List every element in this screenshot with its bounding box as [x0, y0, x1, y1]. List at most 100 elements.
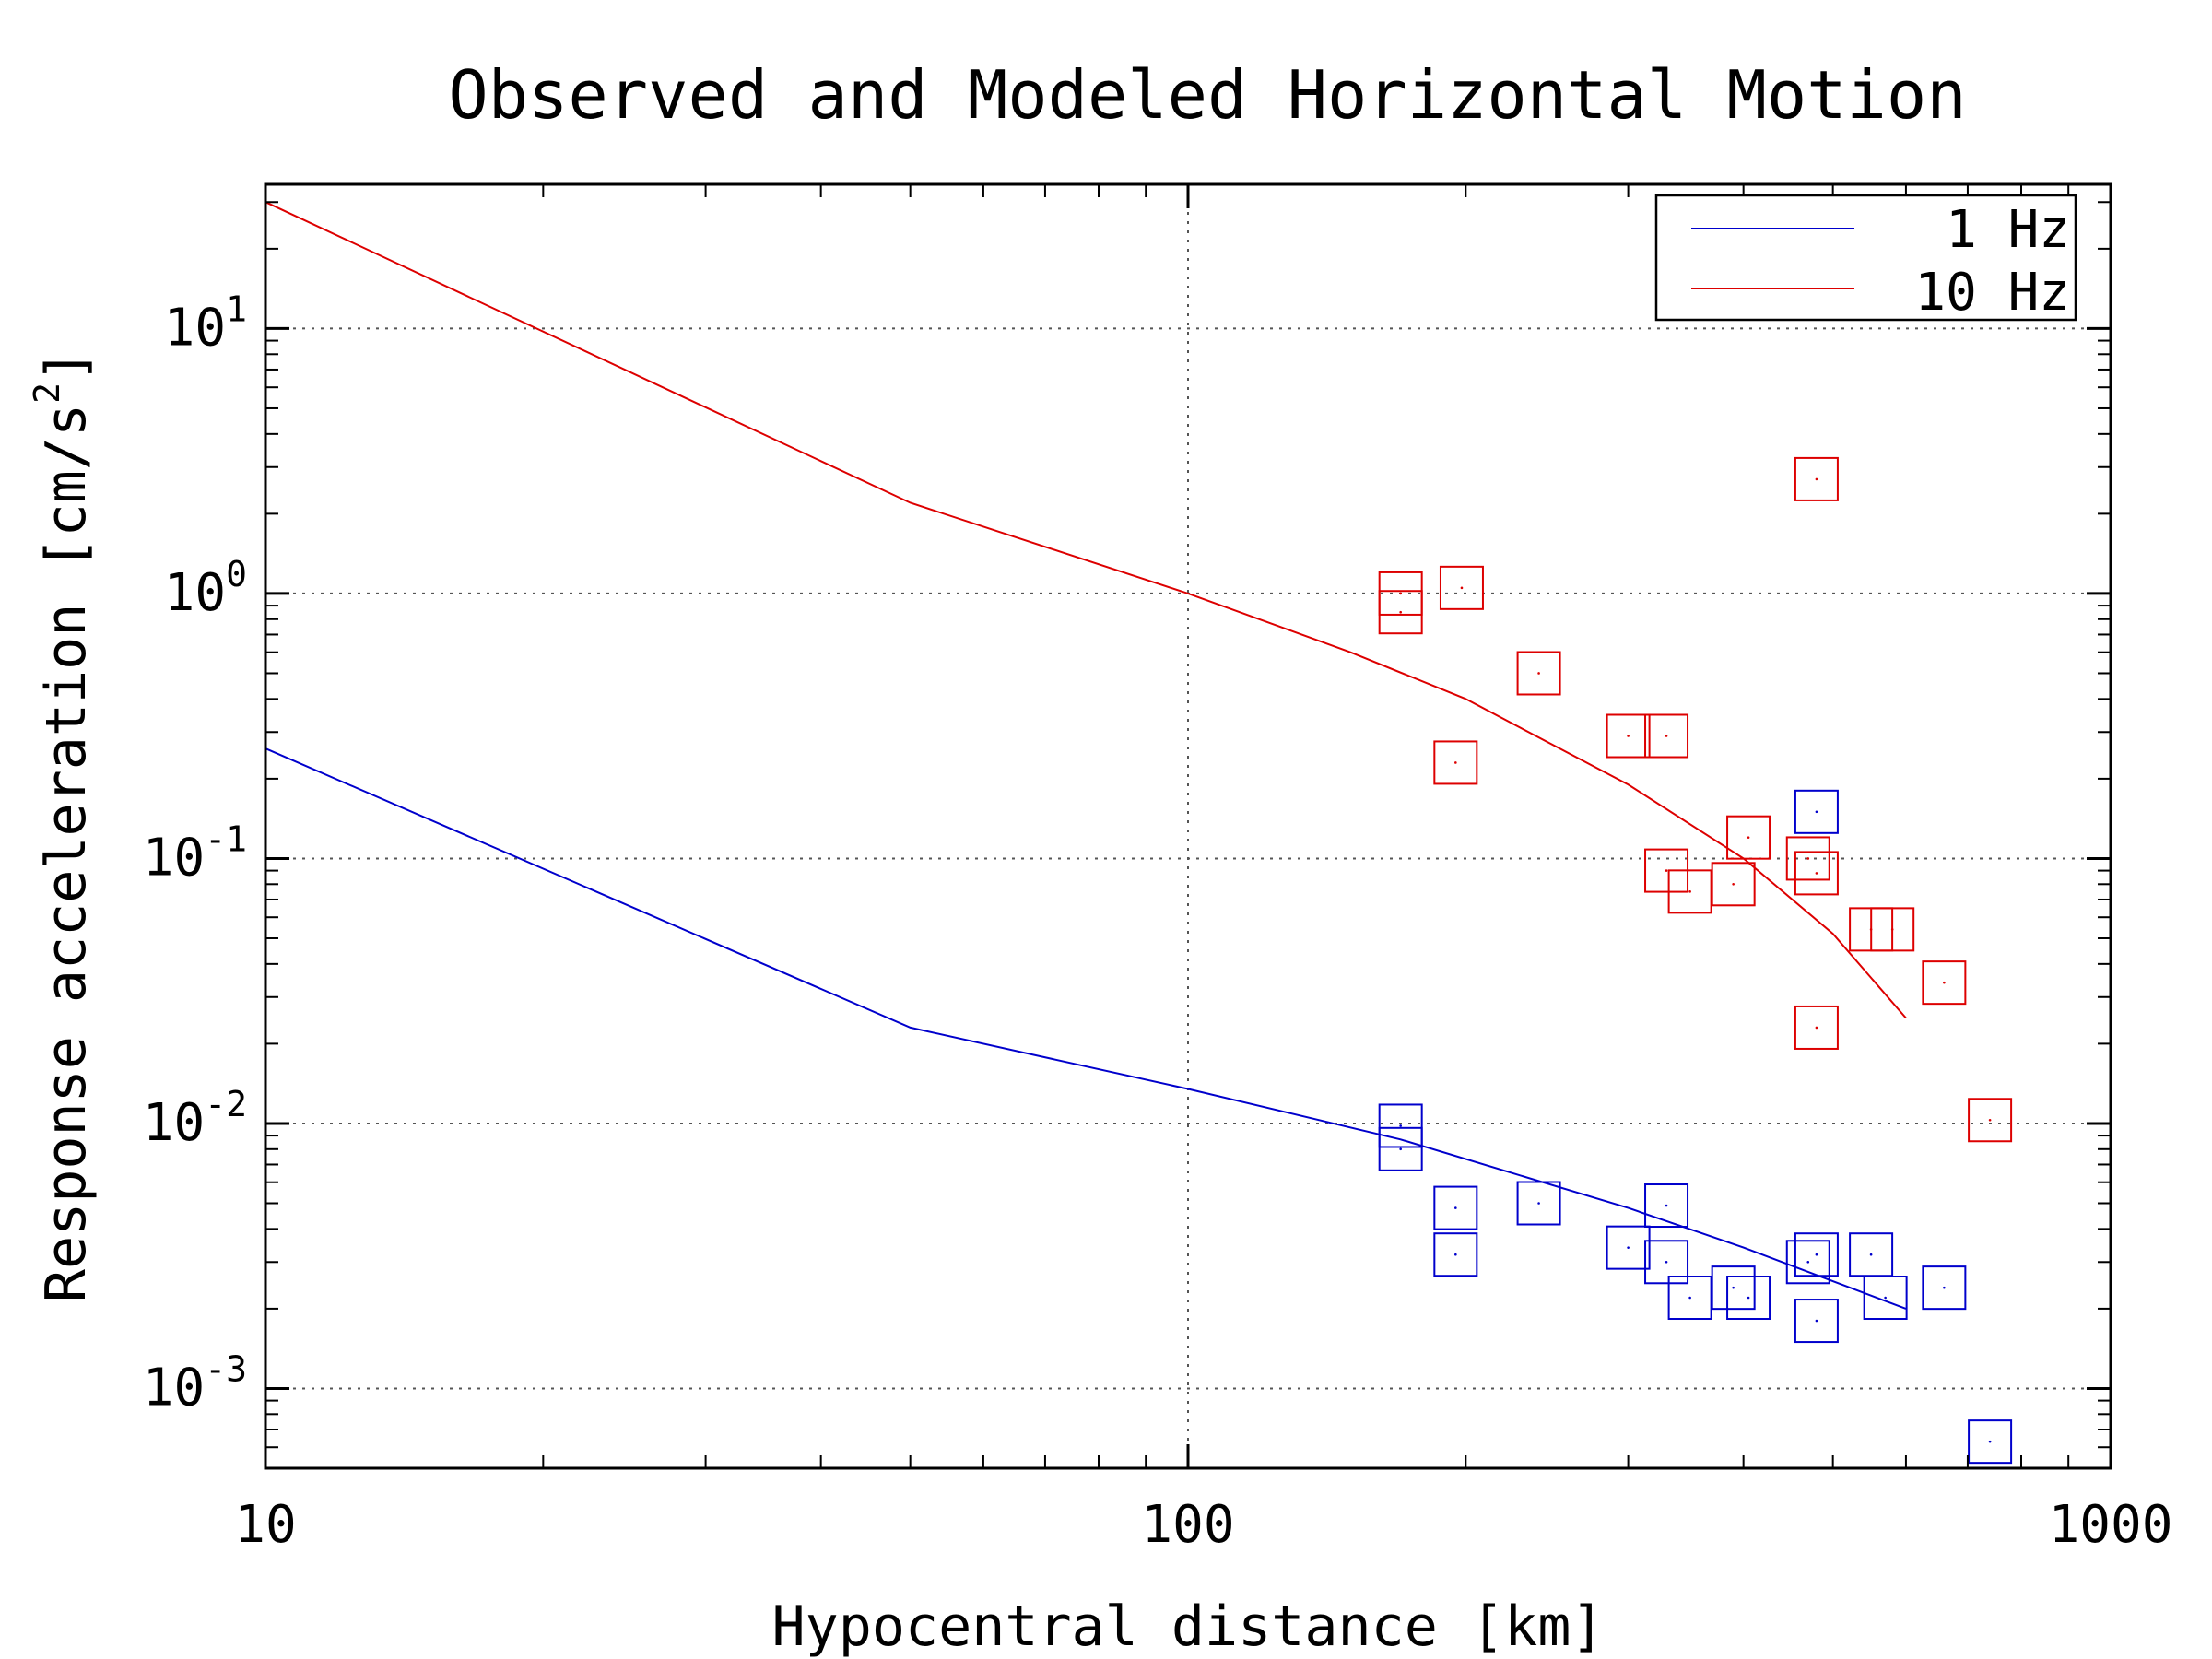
- y-tick-label: 100: [164, 554, 247, 623]
- y-tick-label: 101: [164, 288, 247, 358]
- data-point-center-10hz: [1815, 1026, 1818, 1030]
- y-tick-base: 10: [143, 1093, 205, 1153]
- data-point-center-1hz: [1988, 1440, 1992, 1443]
- data-point-center-1hz: [1399, 1124, 1402, 1127]
- x-tick-label: 10: [234, 1495, 296, 1555]
- y-tick-exponent: 0: [226, 554, 247, 594]
- data-point-center-1hz: [1884, 1296, 1887, 1300]
- model-line-10hz: [265, 201, 1907, 1019]
- data-point-center-10hz: [1537, 672, 1540, 675]
- data-point-10hz: [1516, 651, 1561, 696]
- data-point-10hz: [1439, 565, 1484, 610]
- data-point-1hz: [1433, 1185, 1478, 1230]
- y-tick-exponent: -2: [205, 1084, 247, 1124]
- data-point-10hz: [1726, 815, 1771, 860]
- data-point-center-10hz: [1815, 477, 1818, 481]
- data-point-center-1hz: [1732, 1286, 1735, 1289]
- data-point-center-10hz: [1399, 610, 1402, 614]
- data-point-10hz: [1870, 907, 1915, 952]
- y-tick-exponent: 1: [226, 288, 247, 329]
- data-point-1hz: [1667, 1276, 1712, 1321]
- data-point-center-1hz: [1943, 1286, 1946, 1289]
- y-tick-label: 10-2: [143, 1084, 247, 1153]
- data-point-1hz: [1794, 789, 1839, 834]
- x-tick-label: 1000: [2049, 1495, 2173, 1555]
- data-point-10hz: [1968, 1098, 2013, 1143]
- model-line-1hz: [265, 747, 1907, 1310]
- data-point-1hz: [1644, 1240, 1689, 1285]
- legend-label-1hz: 1 Hz: [1946, 200, 2070, 260]
- data-point-10hz: [1794, 851, 1839, 896]
- data-point-1hz: [1711, 1265, 1756, 1311]
- data-point-10hz: [1606, 713, 1651, 759]
- data-point-center-10hz: [1399, 592, 1402, 595]
- x-tick-label: 100: [1141, 1495, 1234, 1555]
- data-point-10hz: [1711, 862, 1756, 907]
- data-point-center-1hz: [1806, 1260, 1810, 1264]
- data-point-center-1hz: [1399, 1147, 1402, 1151]
- data-point-1hz: [1433, 1232, 1478, 1277]
- data-point-1hz: [1644, 1183, 1689, 1229]
- data-point-1hz: [1794, 1299, 1839, 1344]
- data-point-center-10hz: [1890, 928, 1894, 931]
- y-tick-exponent: -3: [205, 1348, 247, 1389]
- data-point-1hz: [1378, 1126, 1423, 1171]
- data-point-center-10hz: [1665, 735, 1668, 737]
- data-point-center-1hz: [1747, 1296, 1750, 1300]
- data-point-center-1hz: [1815, 810, 1818, 814]
- data-point-center-1hz: [1665, 1260, 1668, 1264]
- chart-title: Observed and Modeled Horizontal Motion: [448, 56, 1966, 134]
- data-point-1hz: [1968, 1419, 2013, 1465]
- y-tick-base: 10: [143, 828, 205, 888]
- data-point-10hz: [1794, 456, 1839, 501]
- data-point-center-1hz: [1815, 1253, 1818, 1256]
- x-axis-label: Hypocentral distance [km]: [771, 1594, 1604, 1659]
- data-point-center-10hz: [1665, 869, 1668, 872]
- data-point-center-1hz: [1454, 1206, 1457, 1209]
- data-point-10hz: [1667, 869, 1712, 914]
- data-point-10hz: [1378, 590, 1423, 635]
- data-point-10hz: [1794, 1005, 1839, 1050]
- series-10hz: [265, 201, 2013, 1143]
- data-point-10hz: [1644, 713, 1689, 759]
- y-axis-label: Response acceleration [cm/s2]: [27, 349, 99, 1302]
- data-point-10hz: [1922, 960, 1967, 1006]
- data-point-1hz: [1794, 1232, 1839, 1277]
- y-axis-label-sup: 2: [27, 382, 67, 404]
- data-point-center-10hz: [1943, 981, 1946, 984]
- data-point-center-10hz: [1988, 1118, 1992, 1122]
- data-point-center-1hz: [1627, 1246, 1630, 1249]
- data-point-10hz: [1433, 740, 1478, 785]
- data-point-center-1hz: [1869, 1253, 1873, 1256]
- data-point-center-1hz: [1665, 1204, 1668, 1207]
- y-axis-label-text: Response acceleration [cm/s: [34, 404, 99, 1302]
- data-point-center-1hz: [1688, 1296, 1691, 1300]
- data-point-center-1hz: [1815, 1319, 1818, 1323]
- data-point-1hz: [1922, 1265, 1967, 1311]
- data-point-center-10hz: [1460, 586, 1464, 590]
- y-tick-base: 10: [143, 1358, 205, 1418]
- data-point-10hz: [1785, 836, 1830, 881]
- data-point-center-10hz: [1806, 857, 1810, 860]
- y-tick-label: 10-3: [143, 1348, 247, 1418]
- data-point-1hz: [1378, 1103, 1423, 1148]
- legend-label-10hz: 10 Hz: [1914, 263, 2070, 323]
- y-tick-base: 10: [164, 563, 226, 623]
- y-tick-base: 10: [164, 298, 226, 358]
- data-point-center-10hz: [1454, 761, 1457, 764]
- data-point-1hz: [1785, 1240, 1830, 1285]
- y-axis-label-tail: ]: [34, 349, 99, 382]
- data-point-1hz: [1863, 1276, 1908, 1321]
- y-tick-exponent: -1: [205, 818, 247, 859]
- series-1hz: [265, 747, 2013, 1465]
- data-point-1hz: [1516, 1181, 1561, 1226]
- data-point-center-10hz: [1732, 882, 1735, 886]
- data-point-center-10hz: [1688, 890, 1691, 893]
- data-point-center-10hz: [1747, 836, 1750, 839]
- legend: 1 Hz 10 Hz: [1654, 194, 2077, 323]
- series-layer: [265, 201, 2013, 1465]
- data-point-1hz: [1726, 1276, 1771, 1321]
- data-point-center-1hz: [1454, 1253, 1457, 1256]
